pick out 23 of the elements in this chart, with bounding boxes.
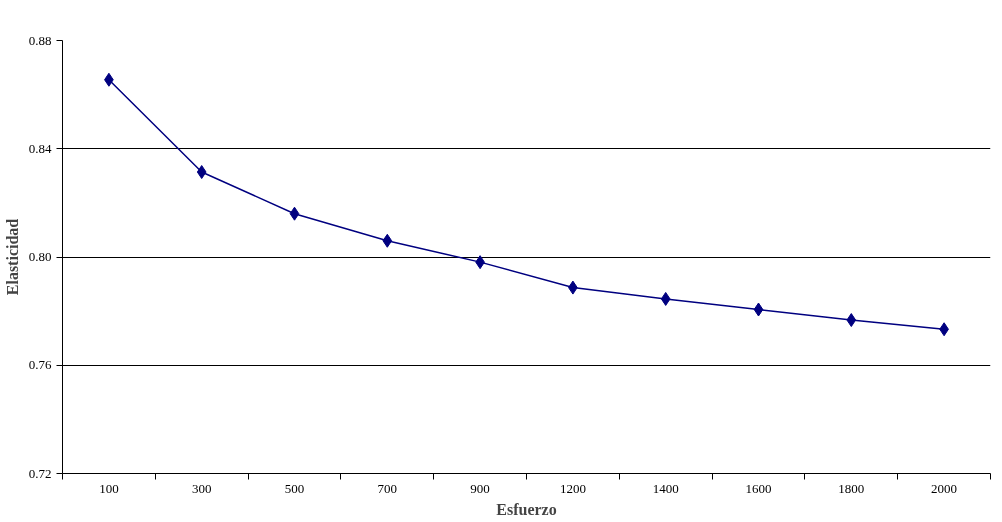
x-tick-label: 900 xyxy=(470,480,490,496)
x-tick-label: 1200 xyxy=(559,480,586,496)
x-tick-label: 700 xyxy=(377,480,398,496)
x-tick-label: 2000 xyxy=(931,480,958,496)
x-axis-title: Esfuerzo xyxy=(496,500,557,518)
y-tick-label: 0.84 xyxy=(28,140,52,156)
point xyxy=(753,302,764,317)
point xyxy=(289,206,300,221)
x-tick-label: 100 xyxy=(99,480,119,496)
y-tick-label: 0.80 xyxy=(28,249,52,264)
x-tick-label: 1600 xyxy=(745,480,772,496)
y-tick-label: 0.88 xyxy=(28,32,52,48)
point xyxy=(382,233,393,248)
x-tick-label: 500 xyxy=(284,480,305,496)
point xyxy=(196,165,207,180)
point xyxy=(846,313,857,328)
point xyxy=(660,291,671,306)
y-tick-label: 0.76 xyxy=(28,357,52,373)
x-tick-label: 300 xyxy=(191,480,212,496)
y-axis-title: Elasticidad xyxy=(3,218,21,296)
x-tick-label: 1400 xyxy=(652,480,679,496)
x-tick-label: 1800 xyxy=(838,480,865,496)
y-tick-label: 0.72 xyxy=(28,465,52,481)
